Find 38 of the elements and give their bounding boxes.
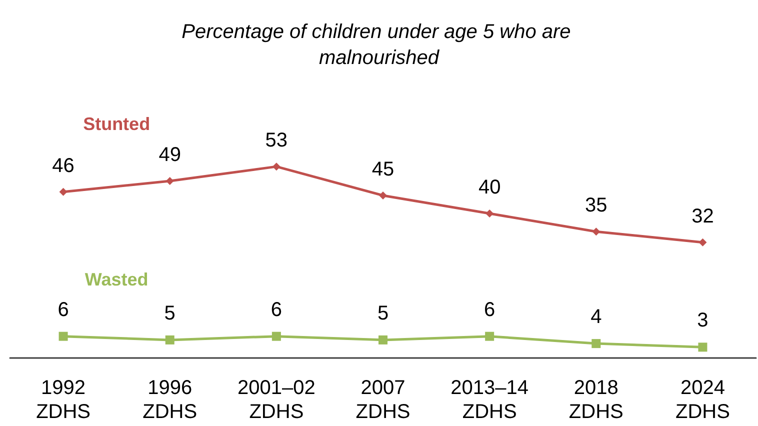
chart-title: Percentage of children under age 5 who are malnourished: [182, 21, 576, 69]
data-label: 4: [590, 306, 602, 328]
data-label: 45: [372, 158, 394, 180]
point: [379, 191, 387, 200]
x-tick-label: 2007 ZDHS: [356, 377, 410, 423]
text: Wasted: [84, 269, 148, 290]
data-label: 46: [52, 154, 74, 177]
point: [272, 332, 281, 341]
point: [272, 162, 280, 171]
point: [485, 332, 494, 341]
x-tick-label: 2001–02 ZDHS: [237, 377, 316, 423]
data-label: 6: [58, 298, 69, 321]
data-label: 6: [484, 298, 496, 321]
x-tick-label: 1992 ZDHS: [36, 377, 91, 423]
data-label: 35: [585, 194, 608, 217]
x-tick-label: 2013–14 ZDHS: [450, 377, 529, 423]
point: [378, 335, 388, 344]
point: [166, 177, 174, 186]
x-tick-label: 1996 ZDHS: [142, 377, 198, 423]
data-label: 5: [377, 302, 389, 324]
x-tick-label: 2024 ZDHS: [675, 377, 730, 423]
data-label: 40: [478, 176, 501, 199]
point: [58, 332, 68, 341]
data-label: 3: [697, 310, 708, 332]
point: [592, 339, 601, 348]
data-label: 32: [692, 205, 714, 228]
point: [486, 210, 494, 218]
point: [698, 238, 707, 246]
data-label: 6: [270, 298, 282, 321]
point: [592, 228, 600, 236]
x-tick-label: 2018 ZDHS: [568, 377, 624, 423]
text: Stunted: [83, 114, 150, 134]
point: [59, 188, 68, 196]
point: [698, 342, 708, 352]
data-label: 53: [265, 130, 288, 152]
data-label: 49: [158, 144, 181, 166]
data-label: 5: [164, 302, 176, 324]
point: [165, 335, 174, 344]
